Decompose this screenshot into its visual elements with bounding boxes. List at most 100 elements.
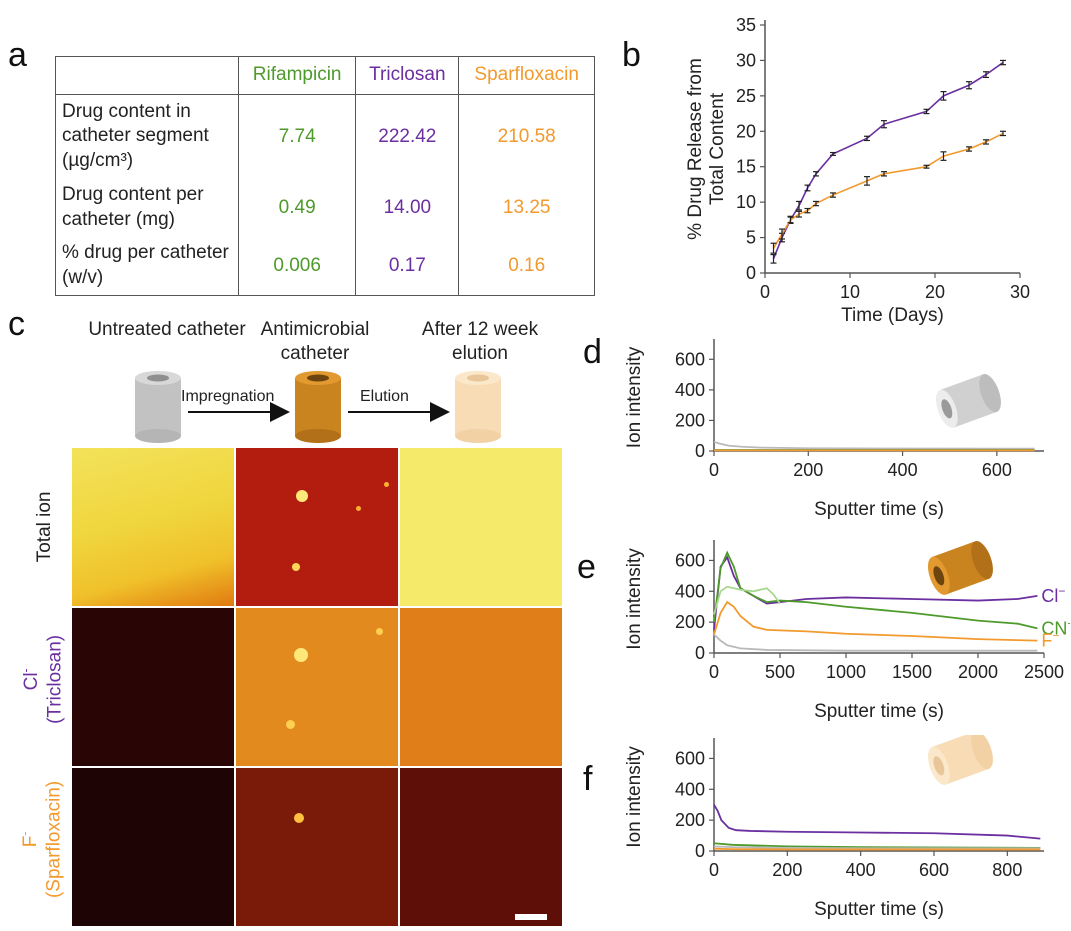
table-cell: 0.16 <box>458 236 595 296</box>
fluoride-untreated-image <box>72 768 234 926</box>
catheter-end <box>971 541 993 580</box>
series-line <box>713 585 781 615</box>
row-label: % drug per catheter (w/v) <box>55 236 239 296</box>
catheter-lumen <box>941 399 953 419</box>
table-cell: 222.42 <box>355 93 460 179</box>
eluted-catheter-icon <box>455 371 501 443</box>
catheter-end <box>979 374 1001 413</box>
row-label-total-ion-text: Total ion <box>34 491 56 563</box>
catheter-lumen <box>933 756 945 776</box>
x-tick-label: 0 <box>709 860 719 880</box>
header-triclosan: Triclosan <box>355 56 460 95</box>
x-axis-label: Time (Days) <box>841 305 944 325</box>
series-line <box>713 847 1041 851</box>
series-line <box>772 61 1004 260</box>
y-axis-label: % Drug Release from <box>685 58 706 240</box>
catheter-lumen <box>933 566 945 586</box>
untreated-catheter-icon <box>935 374 1001 428</box>
depth-profile-antimicrobial-chart: 0 200 400 600 0 500 1000 1500 2000 2500 Sputter ti… <box>624 540 1070 722</box>
drug-release-chart: 0 5 10 15 20 25 30 35 0 10 20 30 Time (Days) % Drug R… <box>685 15 1030 325</box>
series-line <box>713 550 1038 630</box>
y-tick-label: 25 <box>736 86 756 106</box>
header-rifampicin: Rifampicin <box>237 56 357 95</box>
y-tick-label: 200 <box>675 612 705 632</box>
chloride-antimicrobial-image <box>236 608 398 766</box>
fluoride-charge: - <box>17 831 32 836</box>
x-axis-label: Sputter time (s) <box>814 701 944 722</box>
y-tick-label: 20 <box>736 121 756 141</box>
table-row: Drug content in catheter segment (µg/cm³… <box>55 93 595 179</box>
series-line <box>713 555 1038 630</box>
x-tick-label: 2000 <box>958 662 998 682</box>
y-tick-label: 400 <box>675 779 705 799</box>
y-tick-label: 0 <box>695 643 705 663</box>
y-axis-label: Ion intensity <box>624 548 645 650</box>
series-line <box>713 600 1038 642</box>
y-tick-label: 0 <box>746 263 756 283</box>
y-tick-label: 400 <box>675 380 705 400</box>
x-tick-label: 600 <box>982 460 1012 480</box>
x-tick-label: 800 <box>992 860 1022 880</box>
x-tick-label: 30 <box>1010 282 1030 302</box>
table-cell: 7.74 <box>237 93 357 179</box>
y-axis-label: Ion intensity <box>624 346 645 448</box>
triclosan-label: (Triclosan) <box>44 634 66 724</box>
table-cell: 14.00 <box>355 178 460 237</box>
panel-letter-f: f <box>583 760 593 798</box>
series-line <box>713 845 1041 850</box>
chloride-ion-label: Cl <box>20 672 42 691</box>
table-row: Drug content per catheter (mg) 0.49 14.0… <box>55 178 595 237</box>
x-tick-label: 1000 <box>826 662 866 682</box>
depth-profile-eluted-chart: 0 200 400 600 0 200 400 600 800 Sputter time (s) I… <box>624 735 1044 920</box>
series-end-label: CN− <box>1041 616 1070 638</box>
table-cell: 0.49 <box>237 178 357 237</box>
antimicrobial-catheter-icon <box>295 371 341 443</box>
row-label: Drug content per catheter (mg) <box>55 178 239 237</box>
total-ion-eluted-image <box>400 448 562 606</box>
x-axis-label: Sputter time (s) <box>814 499 944 520</box>
panel-letter-d: d <box>583 333 602 371</box>
x-tick-label: 2500 <box>1024 662 1064 682</box>
y-tick-label: 10 <box>736 192 756 212</box>
sparfloxacin-label: (Sparfloxacin) <box>43 780 65 899</box>
total-ion-untreated-image <box>72 448 234 606</box>
table-cell: 0.17 <box>355 236 460 296</box>
table-header-row: Rifampicin Triclosan Sparfloxacin <box>55 56 595 95</box>
y-tick-label: 200 <box>675 810 705 830</box>
y-tick-label: 0 <box>695 841 705 861</box>
y-tick-label: 600 <box>675 550 705 570</box>
fluoride-ion-label: F <box>19 835 41 848</box>
elution-label: Elution <box>360 388 409 405</box>
total-ion-antimicrobial-image <box>236 448 398 606</box>
y-tick-label: 200 <box>675 410 705 430</box>
panel-letter-b: b <box>622 36 641 74</box>
header-sparfloxacin: Sparfloxacin <box>458 56 595 95</box>
y-tick-label: 5 <box>746 228 756 248</box>
drug-content-table: Rifampicin Triclosan Sparfloxacin Drug c… <box>55 56 595 296</box>
x-axis-label: Sputter time (s) <box>814 899 944 920</box>
panel-letter-e: e <box>577 548 596 586</box>
y-tick-label: 35 <box>736 15 756 35</box>
series-line <box>713 633 1038 652</box>
table-corner-cell <box>55 56 239 95</box>
table-cell: 0.006 <box>237 236 357 296</box>
y-tick-label: 15 <box>736 157 756 177</box>
row-label-chloride: Cl- (Triclosan) <box>19 609 68 749</box>
fluoride-eluted-image <box>400 768 562 926</box>
series-line <box>713 440 1035 450</box>
chloride-charge: - <box>18 668 33 673</box>
stage-label-eluted: After 12 week elution <box>421 319 539 364</box>
y-tick-label: 400 <box>675 581 705 601</box>
untreated-catheter-icon <box>135 371 181 443</box>
y-tick-label: 0 <box>695 441 705 461</box>
x-tick-label: 10 <box>840 282 860 302</box>
series-end-label: F− <box>1041 629 1059 651</box>
x-tick-label: 400 <box>846 860 876 880</box>
impregnation-label: Impregnation <box>181 388 275 405</box>
x-tick-label: 200 <box>793 460 823 480</box>
row-label-total-ion: Total ion <box>33 477 57 577</box>
eluted-catheter-icon <box>927 735 993 785</box>
y-axis-label: Ion intensity <box>624 746 645 848</box>
series-line <box>772 132 1004 249</box>
y-tick-label: 600 <box>675 349 705 369</box>
